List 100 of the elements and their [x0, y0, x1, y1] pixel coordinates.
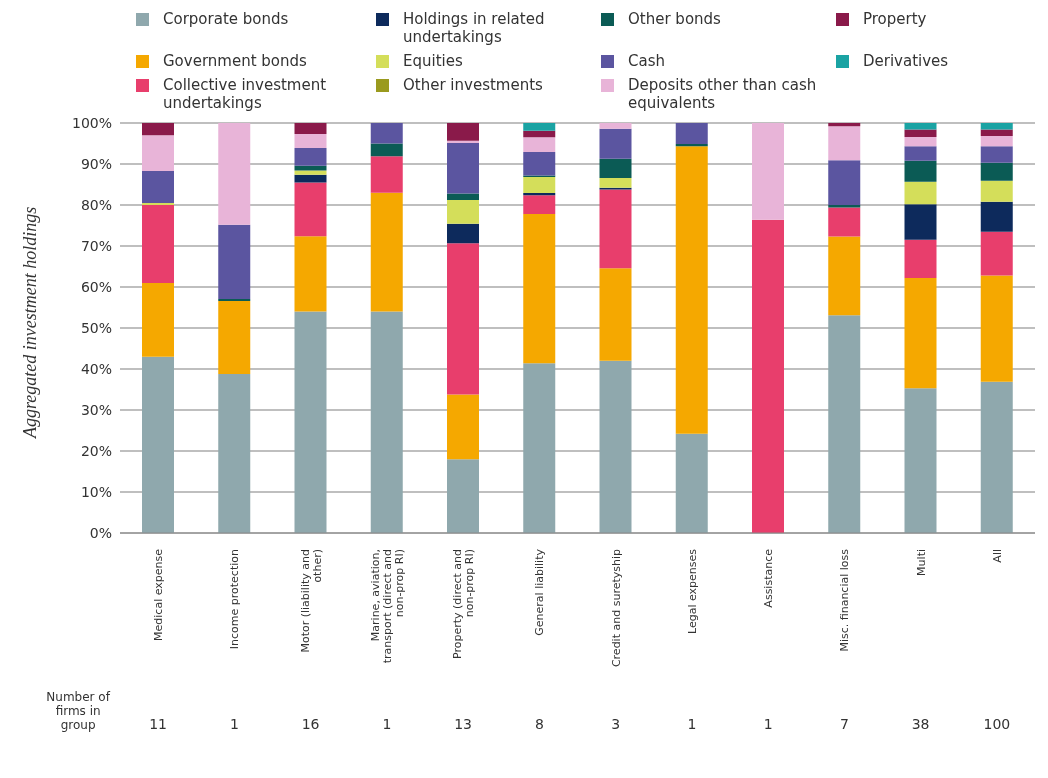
bar — [523, 130, 556, 138]
legend-label: Other bonds — [628, 10, 721, 28]
bar — [752, 219, 784, 533]
legend-label: Deposits other than cash equivalents — [628, 76, 818, 112]
bar — [294, 170, 327, 175]
bar — [218, 300, 251, 374]
bar — [142, 170, 174, 203]
bar — [599, 158, 632, 178]
bar — [447, 243, 479, 395]
text: 38 — [911, 716, 930, 732]
text: 8 — [534, 716, 544, 732]
bar — [828, 207, 861, 237]
x-tick-label: Marine, aviation, transport (direct and non-prop RI) — [368, 549, 406, 664]
y-tick-label: 60% — [80, 278, 112, 295]
bar — [294, 182, 327, 237]
x-tick-label: Misc. financial loss — [838, 548, 852, 652]
bar — [523, 193, 556, 196]
bar — [447, 143, 479, 194]
bar — [904, 204, 937, 240]
bar — [294, 311, 327, 533]
legend-label: Other investments — [403, 76, 543, 94]
bar — [828, 126, 861, 161]
bar — [980, 123, 1013, 130]
bar — [447, 223, 479, 244]
bar — [294, 165, 327, 171]
bar — [980, 162, 1013, 181]
x-tick-label: Income protection — [228, 548, 242, 650]
legend-label: Equities — [403, 52, 463, 70]
legend-label: Derivatives — [863, 52, 949, 70]
bar — [980, 129, 1013, 137]
legend-label: Cash — [628, 52, 665, 70]
y-tick-label: 0% — [89, 524, 112, 541]
bar — [447, 200, 479, 224]
bar — [447, 193, 479, 201]
bar — [370, 123, 403, 144]
y-tick-label: 90% — [80, 155, 112, 172]
bar — [599, 123, 632, 129]
x-tick-label: Assistance — [762, 548, 776, 608]
bar — [599, 268, 632, 361]
bar — [828, 160, 861, 205]
bar — [370, 143, 403, 157]
bar — [294, 123, 327, 135]
x-tick-label: Property (direct and non-prop RI) — [451, 549, 477, 659]
bar — [370, 156, 403, 193]
x-tick-label: Legal expenses — [685, 548, 699, 635]
bar — [523, 195, 556, 215]
bar — [828, 236, 861, 316]
text: 11 — [149, 716, 168, 732]
y-tick-label: 40% — [80, 360, 112, 377]
bar — [980, 275, 1013, 382]
bar — [980, 180, 1013, 202]
bar — [904, 239, 937, 278]
y-tick-label: 30% — [80, 401, 112, 418]
bar — [294, 174, 327, 183]
text: 1 — [229, 716, 239, 732]
bar — [370, 192, 403, 312]
bar — [904, 277, 937, 389]
legend-label: Corporate bonds — [163, 10, 289, 28]
bar — [523, 137, 556, 153]
text: 16 — [301, 716, 320, 732]
bar — [980, 146, 1013, 163]
bar — [904, 146, 937, 161]
bar — [752, 123, 784, 220]
bar — [142, 123, 174, 136]
y-tick-label: 100% — [71, 114, 112, 131]
bar — [294, 134, 327, 149]
bar — [142, 135, 174, 171]
bar — [447, 459, 479, 533]
bar — [294, 236, 327, 312]
bar — [142, 282, 174, 357]
text: 1 — [687, 716, 697, 732]
text: 7 — [839, 716, 849, 732]
bar — [294, 148, 327, 166]
bar — [675, 123, 708, 144]
y-tick-label: 10% — [80, 483, 112, 500]
bar — [142, 202, 174, 205]
legend-label: Collective investment undertakings — [163, 76, 328, 112]
bar — [218, 123, 251, 225]
bar — [904, 123, 937, 130]
bar — [523, 123, 556, 131]
bar — [828, 315, 861, 533]
bar — [523, 152, 556, 176]
bar — [980, 381, 1013, 533]
bar — [904, 129, 937, 137]
bar — [980, 231, 1013, 276]
bar — [447, 123, 479, 141]
x-tick-label: All — [990, 549, 1004, 563]
y-axis-title: Aggregated investment holdings — [20, 206, 41, 439]
bar — [675, 146, 708, 434]
y-tick-label: 50% — [80, 319, 112, 336]
bar — [904, 136, 937, 147]
bar — [370, 311, 403, 533]
bar — [447, 394, 479, 460]
bar — [904, 388, 937, 533]
bar — [980, 136, 1013, 147]
legend-label: Government bonds — [163, 52, 307, 70]
text: 3 — [611, 716, 621, 732]
bar — [523, 177, 556, 194]
bar — [142, 356, 174, 533]
bar — [523, 363, 556, 533]
